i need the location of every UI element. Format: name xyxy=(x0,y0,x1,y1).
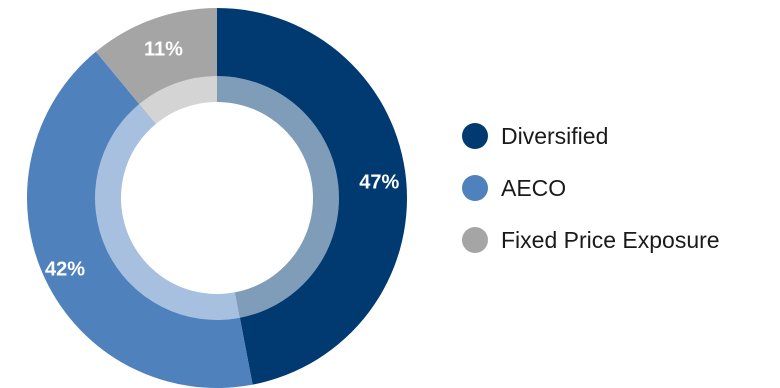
data-labels: 47% 42% 11% xyxy=(45,38,400,280)
data-label-diversified: 47% xyxy=(359,172,399,194)
legend-label-diversified: Diversified xyxy=(501,122,609,149)
data-label-aeco: 42% xyxy=(45,259,85,281)
legend-swatch-diversified xyxy=(462,123,488,149)
legend-label-fixed-price-exposure: Fixed Price Exposure xyxy=(501,226,720,253)
donut-chart: 47% 42% 11% xyxy=(27,8,408,388)
legend-item-fixed-price-exposure: Fixed Price Exposure xyxy=(462,224,720,256)
data-label-fixed-price-exposure: 11% xyxy=(144,38,183,60)
legend-swatch-aeco xyxy=(462,175,488,201)
legend-swatch-fixed-price-exposure xyxy=(462,227,488,253)
legend-label-aeco: AECO xyxy=(501,174,567,201)
legend-item-aeco: AECO xyxy=(462,172,720,204)
legend: Diversified AECO Fixed Price Exposure xyxy=(462,120,720,276)
legend-item-diversified: Diversified xyxy=(462,120,720,152)
donut-hole xyxy=(121,102,313,294)
